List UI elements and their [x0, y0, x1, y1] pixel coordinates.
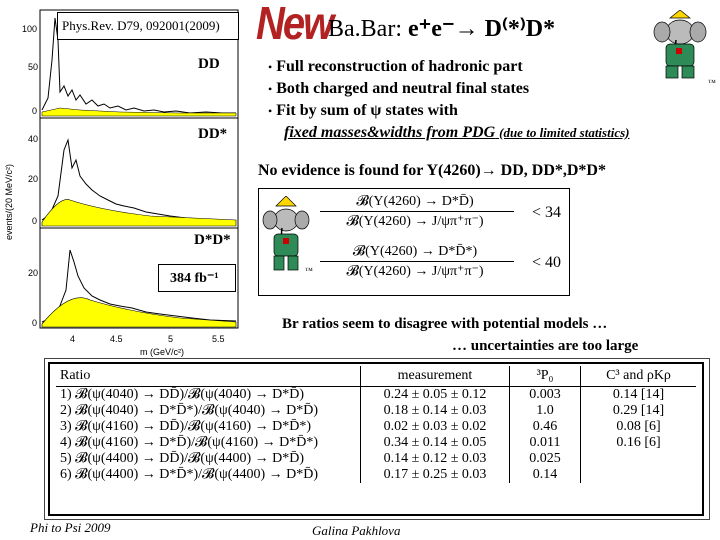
- row-p0: 0.46: [509, 419, 581, 435]
- bullet-item-1: • Full reconstruction of hadronic part: [268, 58, 523, 75]
- slide-title: Ba.Bar: e⁺e⁻→ D⁽*⁾D*: [328, 14, 555, 43]
- histogram-mid: [41, 138, 237, 222]
- fit-band-top: [41, 107, 237, 117]
- br-note-line-1: Br ratios seem to disagree with potentia…: [282, 316, 608, 332]
- table-row: 6) 𝓑(ψ(4400) → D*D̄*)/𝓑(ψ(4400) → D*D̄) …: [56, 467, 696, 483]
- row-c3: 0.29 [14]: [580, 403, 696, 419]
- limit-1-numerator: 𝓑(Y(4260) → D*D̄): [356, 194, 474, 209]
- row-c3: [580, 451, 696, 467]
- limit-1: 𝓑(Y(4260) → D*D̄) 𝓑(Y(4260) → J/ψπ⁺π⁻) <…: [320, 194, 570, 230]
- ratio-table-header: Ratio measurement ³P₀ C³ and ρKρ: [56, 366, 696, 387]
- row-c3: [580, 467, 696, 483]
- row-ratio: 1) 𝓑(ψ(4040) → DD̄)/𝓑(ψ(4040) → D*D̄): [60, 387, 305, 402]
- panel-label-ddstar: DD*: [198, 126, 228, 142]
- no-evidence-text: No evidence is found for Y(4260)→ DD, DD…: [258, 162, 606, 179]
- fit-band-mid: [41, 199, 237, 227]
- row-ratio: 3) 𝓑(ψ(4160) → DD̄)/𝓑(ψ(4160) → D*D̄*): [60, 419, 312, 434]
- histogram-bot: [41, 249, 237, 323]
- limits-box: [258, 188, 570, 296]
- panel-label-dd: DD: [198, 56, 220, 72]
- mascot-limits-tm: ™: [305, 266, 313, 275]
- row-c3: 0.16 [6]: [580, 435, 696, 451]
- new-badge: New: [256, 0, 334, 50]
- header-measurement: measurement: [360, 366, 510, 387]
- row-c3: 0.14 [14]: [580, 386, 696, 403]
- footer-center: Galina Pakhlova: [312, 523, 401, 538]
- xtick-0: 4: [70, 334, 75, 344]
- mascot-top-tm: ™: [708, 78, 716, 87]
- reference-box: [57, 12, 239, 40]
- row-ratio: 2) 𝓑(ψ(4040) → D*D̄*)/𝓑(ψ(4040) → D*D̄): [60, 403, 319, 418]
- ytick-bot-0: 20: [28, 268, 38, 278]
- ratio-table: Ratio measurement ³P₀ C³ and ρKρ 1) 𝓑(ψ(…: [56, 366, 696, 483]
- row-p0: 1.0: [509, 403, 581, 419]
- babar-mascot-limits-icon: [262, 195, 314, 280]
- bullet-list: • Full reconstruction of hadronic part •…: [268, 56, 629, 144]
- row-measurement: 0.02 ± 0.03 ± 0.02: [360, 419, 510, 435]
- luminosity-box: [158, 264, 236, 292]
- x-axis-label: m (GeV/c²): [140, 347, 184, 357]
- row-ratio: 6) 𝓑(ψ(4400) → D*D̄*)/𝓑(ψ(4400) → D*D̄): [60, 467, 319, 482]
- y-axis-label: events/(20 MeV/c²): [4, 164, 14, 240]
- ytick-top-2: 0: [32, 106, 37, 116]
- footer-left: Phi to Psi 2009: [30, 520, 111, 535]
- header-c3: C³ and ρKρ: [580, 366, 696, 387]
- xtick-2: 5: [168, 334, 173, 344]
- ratio-table-inner: Ratio measurement ³P₀ C³ and ρKρ 1) 𝓑(ψ(…: [48, 362, 704, 516]
- limit-2-bound: < 40: [532, 254, 562, 271]
- limit-2-denominator: 𝓑(Y(4260) → J/ψπ⁺π⁻): [346, 264, 484, 279]
- row-p0: 0.025: [509, 451, 581, 467]
- header-p0: ³P₀: [509, 366, 581, 387]
- row-measurement: 0.17 ± 0.25 ± 0.03: [360, 467, 510, 483]
- histogram-top: [41, 17, 236, 114]
- table-row: 3) 𝓑(ψ(4160) → DD̄)/𝓑(ψ(4160) → D*D̄*) 0…: [56, 419, 696, 435]
- table-row: 1) 𝓑(ψ(4040) → DD̄)/𝓑(ψ(4040) → D*D̄) 0.…: [56, 386, 696, 403]
- table-row: 5) 𝓑(ψ(4400) → DD̄)/𝓑(ψ(4400) → D*D̄) 0.…: [56, 451, 696, 467]
- row-p0: 0.14: [509, 467, 581, 483]
- xtick-3: 5.5: [212, 334, 225, 344]
- plot-svg: 100 50 0 40 20 0 20 0 4 4.5 5 5.5 m (GeV…: [4, 9, 239, 357]
- ytick-mid-0: 40: [28, 134, 38, 144]
- ytick-top-1: 50: [28, 62, 38, 72]
- row-measurement: 0.14 ± 0.12 ± 0.03: [360, 451, 510, 467]
- xtick-1: 4.5: [110, 334, 123, 344]
- row-measurement: 0.34 ± 0.14 ± 0.05: [360, 435, 510, 451]
- luminosity-text: 384 fb⁻¹: [170, 271, 219, 286]
- fit-band-bot: [41, 297, 237, 328]
- header-ratio: Ratio: [56, 366, 361, 387]
- panel-label-dstardstar: D*D*: [194, 232, 231, 248]
- babar-mascot-top-icon: [648, 9, 712, 84]
- limit-1-denominator: 𝓑(Y(4260) → J/ψπ⁺π⁻): [346, 214, 484, 229]
- table-row: 2) 𝓑(ψ(4040) → D*D̄*)/𝓑(ψ(4040) → D*D̄) …: [56, 403, 696, 419]
- mass-spectrum-plot: 100 50 0 40 20 0 20 0 4 4.5 5 5.5 m (GeV…: [0, 0, 250, 360]
- title-reaction: e⁺e⁻→ D⁽*⁾D*: [407, 16, 556, 42]
- limit-2-numerator: 𝓑(Y(4260) → D*D̄*): [352, 244, 478, 259]
- bullet-item-2: • Both charged and neutral final states: [268, 80, 530, 97]
- bullet-item-4: fixed masses&widths from PDG (due to lim…: [284, 124, 630, 141]
- title-prefix: Ba.Bar:: [328, 16, 408, 42]
- table-row: 4) 𝓑(ψ(4160) → D*D̄)/𝓑(ψ(4160) → D*D̄*) …: [56, 435, 696, 451]
- ytick-mid-1: 20: [28, 174, 38, 184]
- row-p0: 0.011: [509, 435, 581, 451]
- row-ratio: 5) 𝓑(ψ(4400) → DD̄)/𝓑(ψ(4400) → D*D̄): [60, 451, 305, 466]
- ytick-bot-1: 0: [32, 318, 37, 328]
- row-p0: 0.003: [509, 386, 581, 403]
- row-measurement: 0.18 ± 0.14 ± 0.03: [360, 403, 510, 419]
- bullet-item-3: • Fit by sum of ψ states with: [268, 102, 458, 119]
- br-note-line-2: … uncertainties are too large: [452, 338, 639, 354]
- reference-text: Phys.Rev. D79, 092001(2009): [62, 18, 220, 33]
- limit-1-bound: < 34: [532, 204, 562, 221]
- ytick-mid-2: 0: [32, 216, 37, 226]
- row-measurement: 0.24 ± 0.05 ± 0.12: [360, 386, 510, 403]
- row-ratio: 4) 𝓑(ψ(4160) → D*D̄)/𝓑(ψ(4160) → D*D̄*): [60, 435, 319, 450]
- row-c3: 0.08 [6]: [580, 419, 696, 435]
- ytick-top-0: 100: [22, 24, 37, 34]
- limit-2: 𝓑(Y(4260) → D*D̄*) 𝓑(Y(4260) → J/ψπ⁺π⁻) …: [320, 244, 570, 280]
